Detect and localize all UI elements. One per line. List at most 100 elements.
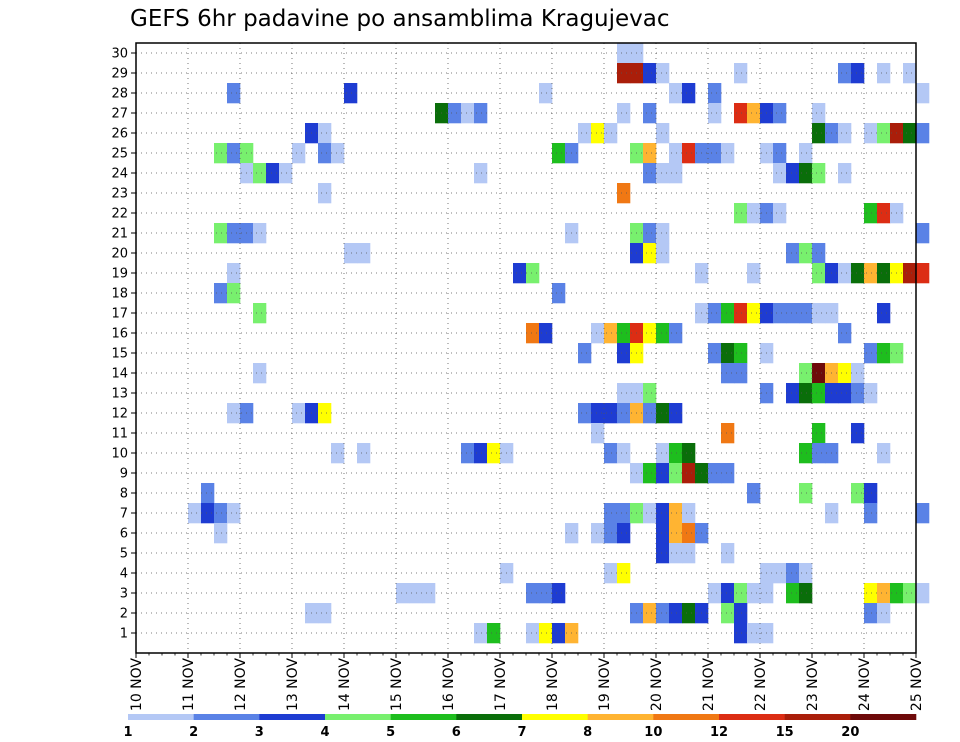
heatmap-cell [318,403,332,424]
y-tick-label: 29 [111,67,128,82]
heatmap-cell [864,123,878,144]
heatmap-cell [682,463,696,484]
heatmap-cell [591,423,605,444]
heatmap-cell [838,123,852,144]
colorbar-label: 8 [583,725,592,740]
heatmap-cell [786,303,800,324]
heatmap-cell [682,523,696,544]
colorbar-segment [128,714,194,720]
heatmap-cell [617,323,631,344]
heatmap-cell [903,63,917,84]
heatmap-cell [708,463,722,484]
heatmap-cell [773,303,787,324]
heatmap-cell [916,263,930,284]
heatmap-cell [747,103,761,124]
heatmap-cell [461,443,475,464]
heatmap-cell [617,183,631,204]
x-tick-label: 12 NOV [233,658,249,712]
heatmap-cell [604,323,618,344]
heatmap-cell [617,63,631,84]
heatmap-cell [682,143,696,164]
x-tick-label: 14 NOV [337,658,353,712]
heatmap-cell [721,143,735,164]
y-tick-label: 23 [111,187,128,202]
heatmap-cell [227,263,241,284]
heatmap-cell [812,123,826,144]
colorbar-segment [456,714,523,720]
heatmap-cell [656,463,670,484]
y-tick-label: 20 [111,247,128,262]
heatmap-cell [799,563,813,584]
heatmap-cell [643,243,657,264]
heatmap-cell [318,123,332,144]
heatmap-cell [877,123,891,144]
colorbar-label: 12 [710,725,728,740]
y-tick-label: 6 [120,527,128,542]
heatmap-cell [747,303,761,324]
y-tick-label: 9 [120,467,128,482]
color-scale-bar: 1 2 3 4 5 6 7 8 10 12 15 20 [123,714,917,740]
heatmap-cell [617,103,631,124]
y-tick-label: 21 [111,227,128,242]
heatmap-cell [513,263,527,284]
heatmap-cell [396,583,410,604]
heatmap-cell [786,563,800,584]
heatmap-cell [708,83,722,104]
heatmap-cell [799,143,813,164]
heatmap-cell [669,323,683,344]
y-tick-label: 24 [111,167,128,182]
heatmap-cell [669,543,683,564]
heatmap-cell [656,63,670,84]
y-tick-label: 22 [111,207,128,222]
heatmap-cell [526,263,540,284]
heatmap-cell [552,283,566,304]
heatmap-cell [656,443,670,464]
heatmap-cell [227,503,241,524]
y-tick-label: 4 [120,567,128,582]
colorbar-segment [587,714,654,720]
heatmap-cell [916,83,930,104]
colorbar-label: 2 [189,725,198,740]
heatmap-cell [409,583,423,604]
heatmap-cell [461,103,475,124]
heatmap-cell [838,263,852,284]
heatmap-cell [227,83,241,104]
heatmap-cell [708,143,722,164]
heatmap-cell [734,303,748,324]
y-tick-label: 1 [120,627,128,642]
heatmap-cell [253,363,267,384]
heatmap-cell [799,163,813,184]
heatmap-cell [617,503,631,524]
heatmap-cell [877,203,891,224]
heatmap-cell [487,443,501,464]
colorbar-label: 15 [776,725,794,740]
heatmap-cell [721,603,735,624]
heatmap-cell [331,443,345,464]
heatmap-cell [643,503,657,524]
heatmap-cell [916,583,930,604]
heatmap-cell [292,143,306,164]
heatmap-cell [227,223,241,244]
heatmap-cell [812,303,826,324]
heatmap-cell [773,163,787,184]
heatmap-cell [734,343,748,364]
heatmap-cell [669,143,683,164]
y-axis: 1234567891011121314151617181920212223242… [111,47,136,642]
colorbar-segment [850,714,917,720]
heatmap-cell [916,123,930,144]
heatmap-cell [656,163,670,184]
heatmap-cell [552,143,566,164]
heatmap-cell [708,343,722,364]
colorbar-segment [390,714,457,720]
heatmap-cell [812,243,826,264]
heatmap-cell [526,323,540,344]
heatmap-cell [669,603,683,624]
heatmap-cell [877,443,891,464]
x-axis: 10 NOV 11 NOV 12 NOV 13 NOV 14 NOV 15 NOV 16 N… [129,653,925,711]
heatmap-cell [773,563,787,584]
heatmap-cell [864,503,878,524]
colorbar-label: 6 [452,725,461,740]
heatmap-cell [474,623,488,644]
x-tick-label: 17 NOV [493,658,509,712]
heatmap-cell [643,383,657,404]
